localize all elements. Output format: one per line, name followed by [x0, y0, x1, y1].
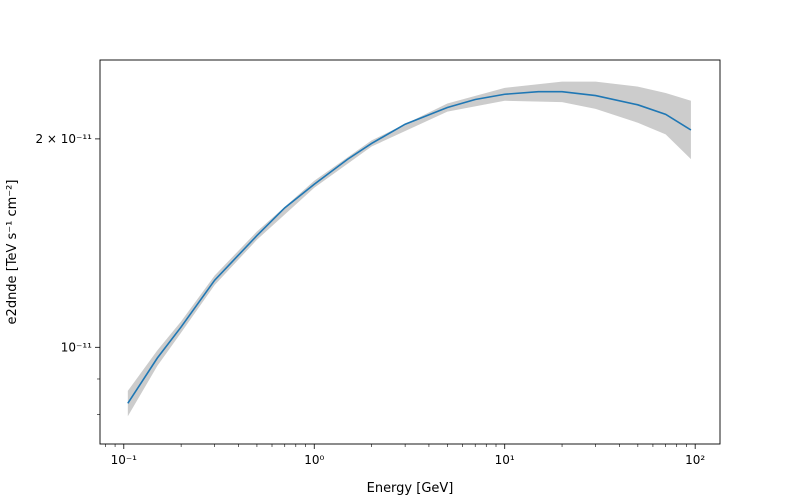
x-axis-label: Energy [GeV]: [367, 481, 454, 496]
x-tick-label: 10⁻¹: [111, 453, 138, 467]
series-line-model: [127, 90, 692, 404]
x-tick-label: 10²: [685, 453, 705, 467]
y-axis-label: e2dnde [TeV s⁻¹ cm⁻²]: [5, 180, 20, 325]
confidence-band: [127, 81, 691, 417]
x-tick-label: 10⁰: [304, 453, 324, 467]
y-axis: 10⁻¹¹ 2 × 10⁻¹¹: [35, 132, 100, 415]
x-axis: 10⁻¹ 10⁰ 10¹ 10²: [105, 444, 705, 467]
y-tick-label: 2 × 10⁻¹¹: [35, 132, 92, 146]
x-tick-label: 10¹: [495, 453, 515, 467]
plot-frame: [99, 59, 721, 445]
y-tick-label: 10⁻¹¹: [61, 340, 92, 354]
